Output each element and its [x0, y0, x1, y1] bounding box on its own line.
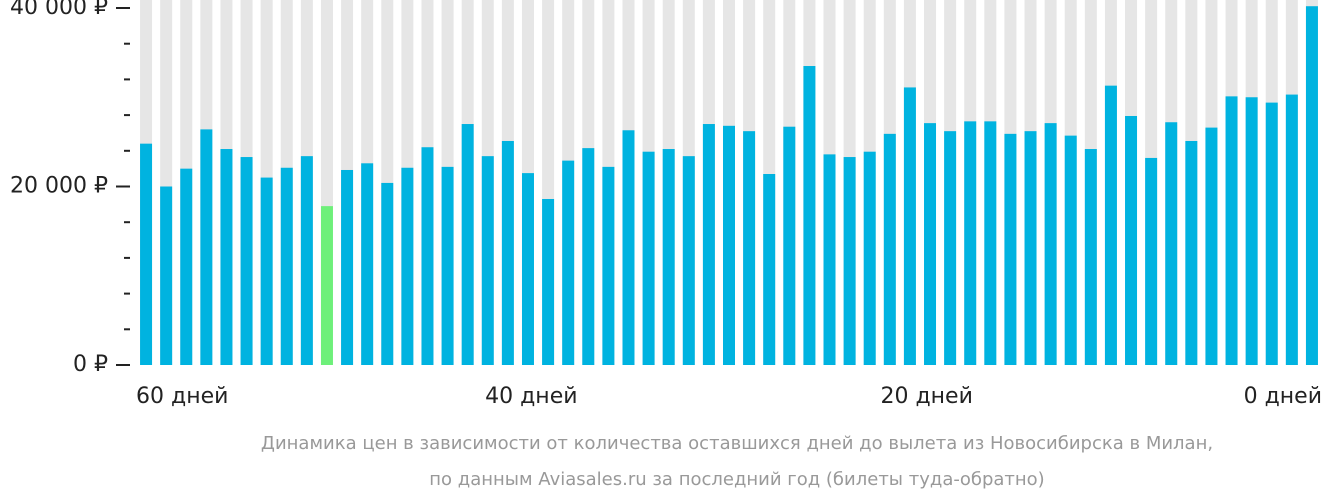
- bar: [1125, 115, 1138, 366]
- caption: по данным Aviasales.ru за последний год …: [429, 469, 1044, 490]
- bar: [401, 167, 414, 365]
- y-tick-label: 0 ₽: [73, 352, 108, 377]
- bar: [743, 131, 756, 365]
- bar: [984, 121, 997, 365]
- x-tick-label: 60 дней: [136, 384, 228, 409]
- bar: [1145, 157, 1158, 365]
- bar: [501, 140, 514, 365]
- bar: [1225, 96, 1238, 366]
- bar: [260, 177, 273, 365]
- bar: [702, 124, 715, 366]
- bar: [341, 169, 354, 365]
- bar: [723, 125, 735, 365]
- bar: [200, 129, 213, 365]
- bar: [803, 66, 816, 365]
- bar: [1104, 85, 1117, 366]
- bar: [1245, 97, 1258, 365]
- bar: [823, 154, 836, 365]
- bar: [682, 156, 695, 365]
- y-tick-label: 40 000 ₽: [10, 0, 108, 20]
- bar: [924, 123, 937, 365]
- bar: [1165, 122, 1178, 366]
- bar: [160, 186, 173, 365]
- bar: [622, 130, 635, 365]
- bar: [300, 156, 313, 365]
- bar: [1285, 94, 1298, 365]
- bar: [220, 149, 233, 365]
- bar: [180, 168, 193, 365]
- bar: [964, 121, 977, 365]
- bar: [863, 151, 876, 365]
- bar: [1004, 133, 1017, 365]
- y-tick-label: 20 000 ₽: [10, 174, 108, 199]
- bar: [320, 206, 333, 365]
- bar: [381, 182, 394, 365]
- bar: [1084, 149, 1097, 365]
- bar: [642, 151, 655, 365]
- bar: [883, 133, 896, 365]
- bar: [843, 157, 856, 365]
- bar: [1305, 6, 1318, 366]
- bar: [421, 147, 434, 365]
- bar: [1064, 135, 1077, 365]
- bar: [903, 87, 916, 366]
- caption: Динамика цен в зависимости от количества…: [261, 433, 1213, 454]
- x-tick-label: 20 дней: [880, 384, 972, 409]
- x-tick-label: 0 дней: [1244, 384, 1322, 409]
- bar: [240, 157, 253, 365]
- bar: [1205, 127, 1218, 365]
- bar: [521, 173, 534, 365]
- bar: [582, 148, 595, 365]
- bar: [361, 163, 374, 365]
- bar: [1185, 140, 1198, 365]
- bar: [481, 156, 494, 365]
- bar: [783, 126, 796, 365]
- bar: [944, 131, 957, 365]
- bar: [542, 198, 555, 365]
- bar: [461, 124, 474, 366]
- bar: [1044, 123, 1057, 365]
- bar: [280, 167, 293, 365]
- bar: [1024, 131, 1037, 365]
- bar: [1265, 102, 1278, 365]
- bar: [562, 160, 575, 365]
- bar: [662, 149, 675, 365]
- bar: [602, 166, 615, 365]
- x-tick-label: 40 дней: [485, 384, 577, 409]
- bar: [140, 143, 153, 365]
- bar: [441, 166, 454, 365]
- bar: [763, 174, 776, 365]
